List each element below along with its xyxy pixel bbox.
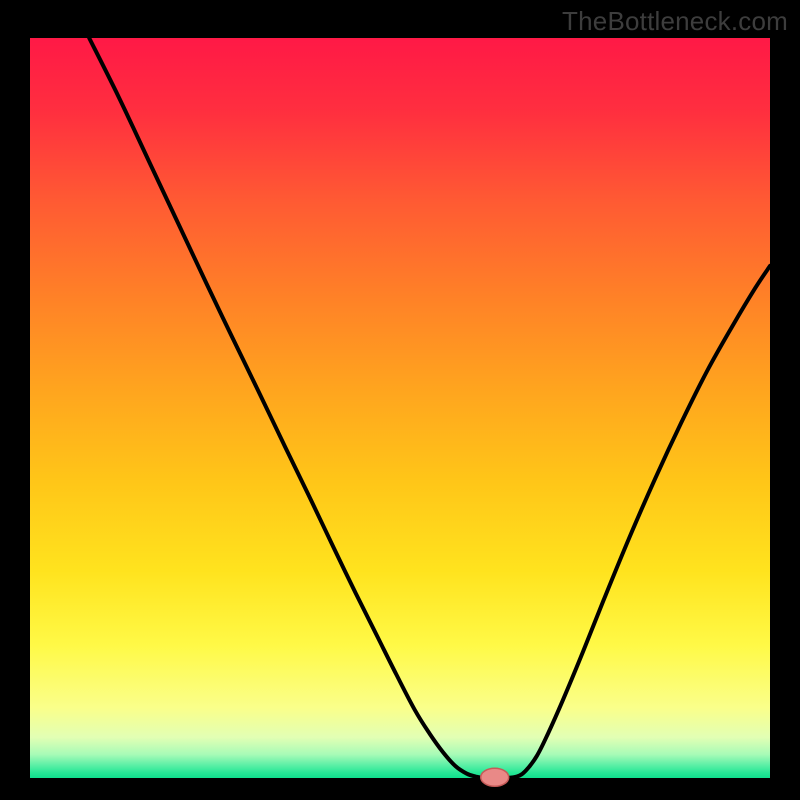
- watermark-text: TheBottleneck.com: [562, 6, 788, 37]
- chart-root: TheBottleneck.com: [0, 0, 800, 800]
- chart-svg: [0, 0, 800, 800]
- optimal-marker: [481, 768, 509, 786]
